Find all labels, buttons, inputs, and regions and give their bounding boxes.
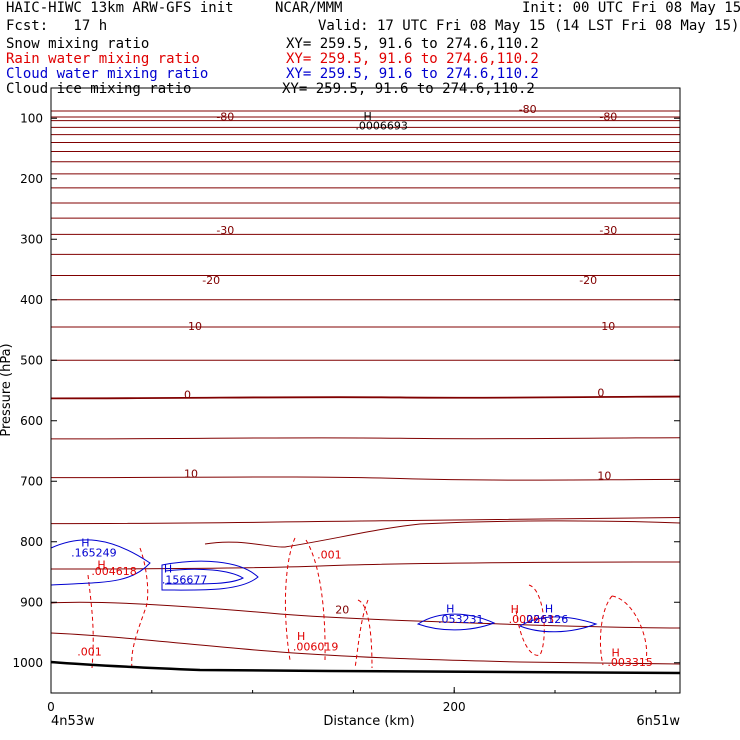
rain-contour [305,539,326,661]
rain-value-label: .004618 [91,565,137,578]
field-xy-cloud-water: XY= 259.5, 91.6 to 274.6,110.2 [286,66,539,82]
cloud-water-contour [416,613,496,631]
isotherm-line [204,520,681,548]
rain-contour [87,574,94,669]
cloud-water-max-marker: H [164,563,172,576]
isotherm-label: -80 [216,111,234,124]
snow-value-label: .0006693 [355,120,408,133]
cloud-water-contour [161,560,259,591]
plot-frame [50,87,681,694]
isotherm-label: -80 [519,103,537,116]
rain-contour [284,537,296,661]
rain-contour [131,547,149,669]
field-label-cloud-ice: Cloud ice mixing ratio [6,81,192,97]
isotherm-label: 0 [184,388,191,401]
rain-value-label: .001 [77,645,102,658]
y-axis-label: Pressure (hPa) [0,343,14,436]
isotherm-label: 20 [335,604,349,617]
model-title: HAIC-HIWC 13km ARW-GFS init [6,0,234,16]
isotherm-line [50,517,681,525]
forecast-hour: Fcst: 17 h [6,18,108,34]
field-label-cloud-water: Cloud water mixing ratio [6,66,209,82]
rain-max-marker: H [611,647,619,660]
cloud-water-contour [164,568,245,585]
cloud-water-max-marker: H [81,537,89,550]
field-label-rain: Rain water mixing ratio [6,51,200,67]
valid-time: Valid: 17 UTC Fri 08 May 15 (14 LST Fri … [318,18,740,34]
isotherm-label: 0 [597,387,604,400]
field-xy-snow: XY= 259.5, 91.6 to 274.6,110.2 [286,36,539,52]
cloud-water-value-label: .026126 [523,613,569,626]
y-tick-label: 300 [20,232,43,246]
contour-labels: -80 -80 -80 -30 -30 -20 -20 -10 -10 0 0 10 10 20 .0046… [71,103,653,669]
rain-contour [515,584,545,656]
isotherm-label: 10 [597,469,611,482]
rain-value-label: .002663 [509,613,555,626]
cloud-water-value-label: .053231 [438,613,484,626]
terrain-line [50,660,681,675]
y-tick-label: 500 [20,353,43,367]
y-tick-label: 1000 [12,656,43,670]
x-axis-label: Distance (km) [323,714,414,729]
init-time: Init: 00 UTC Fri 08 May 15 [522,0,740,16]
temperature-contours [50,110,681,665]
x-tick-label: 200 [443,700,466,714]
rain-contour [354,599,369,669]
isotherm-line [50,632,681,665]
isotherm-label: -30 [216,224,234,237]
isotherm-label: -10 [184,320,202,333]
rain-contours [87,537,648,669]
cloud-water-contours [50,539,598,633]
isotherm-label: -20 [579,274,597,287]
rain-max-marker: H [97,558,105,571]
isotherm-label: -30 [599,224,617,237]
isotherm-line [50,601,681,629]
isotherm-line [50,437,681,440]
cloud-water-max-marker: H [446,603,454,616]
rain-contour [611,595,648,661]
y-tick-label: 600 [20,414,43,428]
cloud-water-max-marker: H [545,603,553,616]
isotherm-label: -20 [202,274,220,287]
isotherm-line [50,476,681,481]
isotherm-line [50,395,681,400]
y-tick-label: 200 [20,172,43,186]
field-label-snow: Snow mixing ratio [6,36,150,52]
cloud-water-value-label: .156677 [162,573,208,586]
isotherm-label: -80 [599,111,617,124]
x-tick-label: 0 [47,700,55,714]
isotherm-label: -10 [597,320,615,333]
org-label: NCAR/MMM [275,0,343,16]
rain-value-label: .006019 [293,641,339,654]
y-tick-label: 400 [20,293,43,307]
rain-max-marker: H [511,603,519,616]
snow-max-marker: H [363,110,371,123]
y-tick-label: 900 [20,595,43,609]
rain-contour [599,595,613,666]
rain-value-label: .001 [317,549,342,562]
y-tick-label: 700 [20,474,43,488]
field-xy-cloud-ice: XY= 259.5, 91.6 to 274.6,110.2 [282,81,535,97]
y-tick-label: 800 [20,535,43,549]
field-xy-rain: XY= 259.5, 91.6 to 274.6,110.2 [286,51,539,67]
y-tick-label: 100 [20,111,43,125]
rain-contour [357,599,373,669]
isotherm-label: 10 [184,468,198,481]
cloud-water-contour [518,616,598,633]
isotherm-line [50,561,681,570]
cloud-water-value-label: .165249 [71,546,117,559]
right-endpoint-label: 6n51w [636,714,680,729]
rain-value-label: .003315 [607,656,653,669]
rain-max-marker: H [297,630,305,643]
left-endpoint-label: 4n53w [51,714,95,729]
terrain-surface [50,660,681,675]
cloud-water-contour [50,539,151,586]
